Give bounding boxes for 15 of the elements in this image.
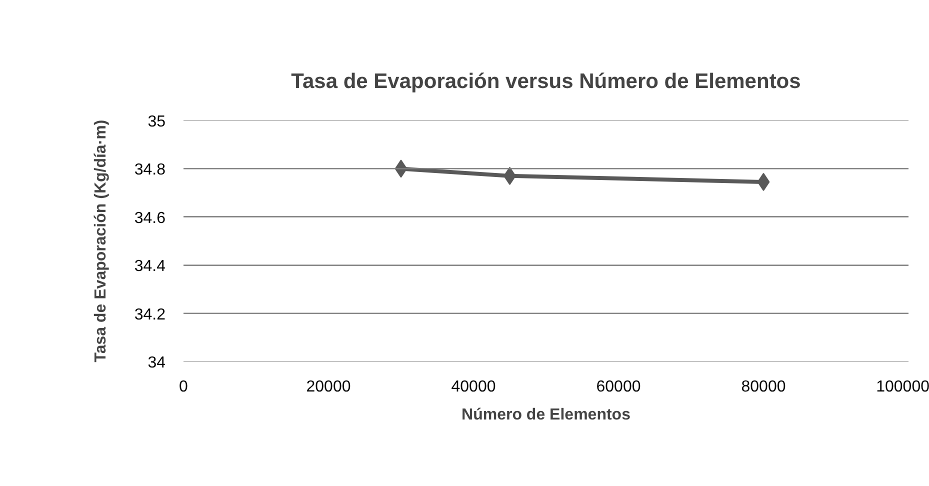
x-tick-label: 100000 — [876, 378, 929, 396]
x-tick-label: 80000 — [741, 378, 786, 396]
x-tick-label: 20000 — [306, 378, 351, 396]
x-axis-title: Número de Elementos — [462, 406, 631, 424]
y-tick-label: 35 — [148, 114, 166, 130]
y-tick-label: 34 — [148, 354, 166, 372]
x-tick-label: 0 — [179, 378, 188, 396]
y-tick-label: 34.2 — [134, 306, 166, 324]
chart-title: Tasa de Evaporación versus Número de Elementos — [291, 70, 801, 93]
y-tick-label: 34.8 — [134, 162, 166, 179]
x-tick-label: 40000 — [451, 378, 496, 396]
y-tick-label: 34.4 — [134, 258, 166, 276]
x-tick-label: 60000 — [596, 378, 641, 396]
y-axis-title: Tasa de Evaporación (Kg/día·m) — [92, 120, 110, 362]
y-tick-label: 34.6 — [134, 210, 166, 227]
